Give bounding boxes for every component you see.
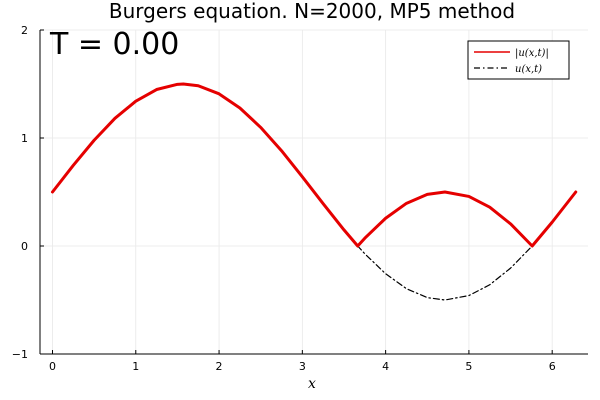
x-axis-label: x [308,376,316,392]
time-annotation: T = 0.00 [49,27,179,62]
legend: |u(x,t)| u(x,t) [467,40,570,80]
y-tick-label-0: −1 [12,348,28,361]
chart-title: Burgers equation. N=2000, MP5 method [109,0,515,23]
legend-label-u: u(x,t) [515,64,542,75]
x-tick-label-5: 5 [465,360,472,373]
x-tick-label-3: 3 [299,360,306,373]
y-tick-label-1: 0 [21,240,28,253]
legend-box [467,40,570,80]
x-tick-label-0: 0 [49,360,56,373]
y-tick-label-3: 2 [21,24,28,37]
axes-layer: 0 1 2 3 4 5 6 −1 0 1 2 [12,24,588,373]
x-tick-label-1: 1 [132,360,139,373]
x-tick-label-6: 6 [549,360,556,373]
x-tick-label-4: 4 [382,360,389,373]
y-tick-label-2: 1 [21,132,28,145]
x-tick-label-2: 2 [216,360,223,373]
legend-label-abs-u: |u(x,t)| [515,48,549,59]
series-layer [50,82,578,301]
series-line-abs-u [50,82,578,248]
